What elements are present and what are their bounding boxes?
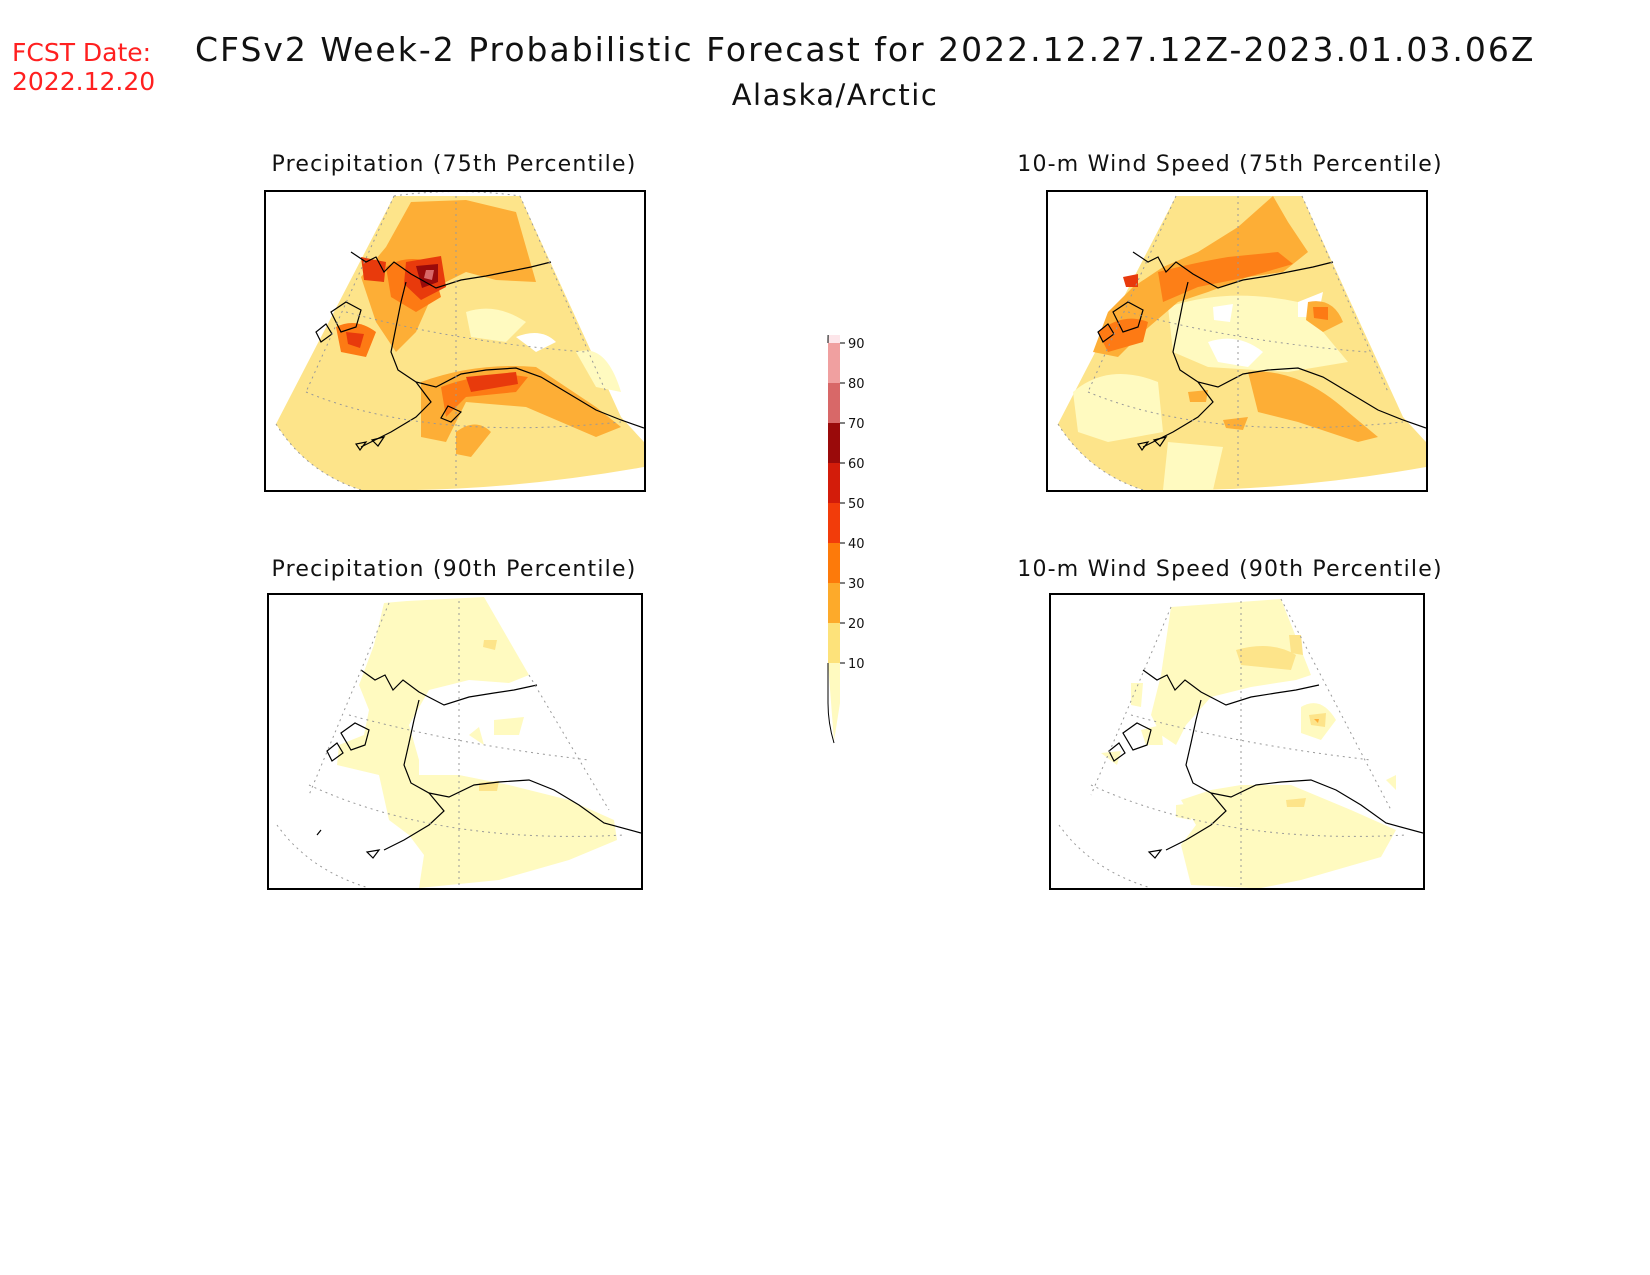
legend-swatch — [828, 503, 840, 543]
wind90-gridlines — [1058, 598, 1407, 888]
legend-tick-label: 80 — [848, 377, 865, 392]
precip75-map — [264, 190, 646, 492]
legend-swatch — [828, 463, 840, 503]
legend-tick-label: 40 — [848, 537, 865, 552]
wind90-title: 10-m Wind Speed (90th Percentile) — [1017, 557, 1443, 582]
wind90-coastline — [1108, 669, 1423, 859]
wind75-map — [1046, 190, 1428, 492]
legend-tick-label: 50 — [848, 497, 865, 512]
legend-swatch — [828, 343, 840, 383]
precip90-contours — [337, 597, 617, 888]
legend-tick-label: 60 — [848, 457, 865, 472]
page-title: CFSv2 Week-2 Probabilistic Forecast for … — [195, 30, 1536, 69]
legend-swatch — [828, 423, 840, 463]
precip75-title: Precipitation (75th Percentile) — [271, 152, 637, 177]
wind90-map — [1049, 593, 1425, 890]
precip90-gridlines — [276, 601, 625, 888]
legend-tick-label: 30 — [848, 577, 865, 592]
legend-swatch — [828, 543, 840, 583]
legend-swatch — [828, 301, 840, 343]
precip75-coastline — [315, 251, 644, 452]
precip90-coastline — [316, 669, 641, 859]
wind75-title: 10-m Wind Speed (75th Percentile) — [1017, 152, 1443, 177]
precip90-map — [267, 593, 643, 890]
region-subtitle: Alaska/Arctic — [731, 78, 939, 112]
wind75-gridlines — [1057, 195, 1404, 490]
legend-swatch — [828, 583, 840, 623]
legend-swatch — [828, 623, 840, 663]
legend-tick-label: 70 — [848, 417, 865, 432]
wind90-contours — [1101, 599, 1396, 888]
legend-tick-label: 90 — [848, 337, 865, 352]
legend-swatch — [828, 383, 840, 423]
forecast-date-value: 2022.12.20 — [12, 67, 156, 96]
precip75-contours — [276, 196, 644, 490]
legend-svg: 10 20 30 40 50 60 70 80 90 — [827, 298, 865, 744]
color-legend: 10 20 30 40 50 60 70 80 90 — [820, 298, 900, 745]
legend-tick-label: 10 — [848, 657, 865, 672]
precip90-title: Precipitation (90th Percentile) — [271, 557, 637, 582]
forecast-date-block: FCST Date: 2022.12.20 — [12, 38, 155, 96]
precip75-gridlines — [275, 192, 622, 490]
wind75-coastline — [1097, 251, 1426, 452]
legend-tick-label: 20 — [848, 617, 865, 632]
legend-swatch — [828, 663, 840, 741]
forecast-date-label: FCST Date: — [12, 38, 152, 67]
wind75-contours — [1058, 196, 1426, 490]
